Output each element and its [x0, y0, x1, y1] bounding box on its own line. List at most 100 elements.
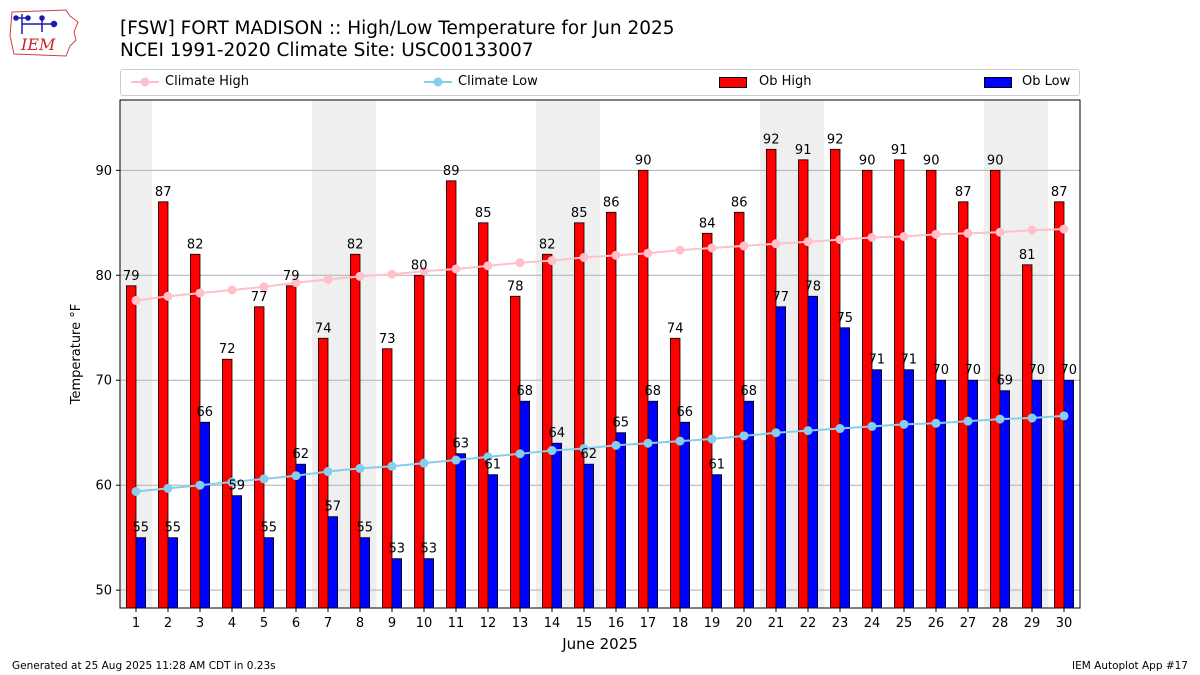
x-tick-label: 2	[164, 616, 172, 631]
point-climate-high	[963, 228, 973, 238]
point-climate-low	[579, 443, 589, 453]
bar-ob-low	[519, 400, 531, 609]
point-climate-low	[931, 418, 941, 428]
label-ob-high: 87	[1051, 185, 1068, 200]
bar-ob-high	[477, 222, 489, 609]
x-tick-label: 7	[324, 616, 332, 631]
point-climate-high	[451, 264, 461, 274]
point-climate-low	[611, 440, 621, 450]
point-climate-high	[227, 285, 237, 295]
label-ob-low: 57	[325, 500, 342, 515]
bar-ob-low	[807, 295, 819, 609]
point-climate-low	[739, 431, 749, 441]
x-tick-label: 18	[672, 616, 689, 631]
bar-ob-low	[967, 379, 979, 609]
x-tick-label: 24	[864, 616, 881, 631]
label-ob-high: 74	[315, 321, 332, 336]
label-ob-low: 75	[837, 311, 854, 326]
point-climate-low	[291, 471, 301, 481]
bar-ob-high	[413, 274, 425, 609]
point-climate-low	[227, 477, 237, 487]
label-ob-low: 55	[261, 521, 278, 536]
y-tick-label: 50	[95, 584, 112, 599]
label-ob-low: 70	[1061, 363, 1078, 378]
bar-ob-high	[702, 232, 713, 609]
label-ob-low: 53	[421, 542, 438, 557]
x-tick-label: 21	[768, 616, 785, 631]
x-tick-label: 12	[480, 616, 497, 631]
x-tick-label: 9	[388, 616, 396, 631]
label-ob-high: 74	[667, 321, 684, 336]
bar-ob-low	[263, 537, 275, 609]
footer-generated: Generated at 25 Aug 2025 11:28 AM CDT in…	[12, 660, 276, 672]
label-ob-high: 85	[475, 206, 492, 221]
bar-ob-low	[647, 400, 659, 609]
label-ob-low: 68	[517, 384, 534, 399]
legend-label-ob-low: Ob Low	[1022, 74, 1071, 89]
point-climate-low	[803, 426, 813, 436]
label-ob-high: 80	[411, 258, 428, 273]
bar-ob-low	[359, 537, 371, 609]
label-ob-low: 70	[965, 363, 982, 378]
point-climate-low	[899, 419, 909, 429]
label-ob-high: 92	[763, 132, 780, 147]
point-climate-low	[643, 438, 653, 448]
x-tick-label: 26	[928, 616, 945, 631]
title-line-2: NCEI 1991-2020 Climate Site: USC00133007	[120, 40, 534, 61]
bar-ob-high	[189, 253, 201, 609]
point-climate-high	[323, 274, 333, 284]
x-tick-label: 6	[292, 616, 300, 631]
label-ob-low: 66	[197, 405, 214, 420]
point-climate-low	[259, 474, 269, 484]
bars	[126, 148, 1075, 609]
bar-ob-high	[349, 253, 361, 609]
point-climate-low	[131, 486, 141, 496]
y-tick-label: 80	[95, 269, 112, 284]
point-climate-low	[483, 452, 493, 462]
label-ob-low: 71	[869, 353, 886, 368]
label-ob-high: 90	[859, 153, 876, 168]
bar-ob-high	[894, 159, 905, 609]
label-ob-low: 78	[805, 279, 822, 294]
bar-ob-low	[455, 453, 467, 609]
x-tick-label: 25	[896, 616, 913, 631]
point-climate-high	[195, 288, 205, 298]
x-tick-label: 20	[736, 616, 753, 631]
bar-ob-low	[167, 537, 179, 609]
bar-ob-low	[135, 537, 147, 609]
x-tick-label: 11	[448, 616, 465, 631]
label-ob-low: 59	[229, 479, 246, 494]
point-climate-high	[163, 291, 173, 301]
y-tick-label: 70	[95, 374, 112, 389]
point-climate-high	[835, 235, 845, 245]
line-climate-low	[135, 414, 1065, 493]
label-ob-low: 68	[645, 384, 662, 399]
bar-ob-low	[871, 369, 883, 609]
bar-ob-low	[679, 421, 691, 609]
label-ob-high: 87	[155, 185, 172, 200]
label-ob-low: 55	[133, 521, 150, 536]
x-tick-label: 17	[640, 616, 657, 631]
label-ob-high: 86	[603, 195, 620, 210]
legend-swatch-ob-high	[719, 77, 747, 88]
legend-swatch-climate-low	[424, 77, 452, 87]
bar-ob-low	[199, 421, 211, 609]
bar-ob-low	[583, 463, 595, 609]
bar-ob-high	[766, 148, 777, 609]
label-ob-high: 78	[507, 279, 524, 294]
bar-ob-high	[574, 222, 585, 609]
y-tick-label: 90	[95, 164, 112, 179]
label-ob-high: 82	[347, 237, 364, 252]
point-climate-low	[867, 421, 877, 431]
point-climate-low	[419, 458, 429, 468]
label-ob-high: 81	[1019, 248, 1036, 263]
bar-ob-high	[381, 348, 393, 609]
label-ob-high: 79	[283, 269, 300, 284]
point-climate-high	[867, 232, 877, 242]
bar-ob-high	[606, 211, 617, 609]
legend-swatch-ob-low	[984, 77, 1012, 88]
point-climate-high	[387, 269, 397, 279]
x-tick-label: 1	[132, 616, 140, 631]
point-climate-high	[1059, 224, 1069, 234]
x-tick-label: 3	[196, 616, 204, 631]
